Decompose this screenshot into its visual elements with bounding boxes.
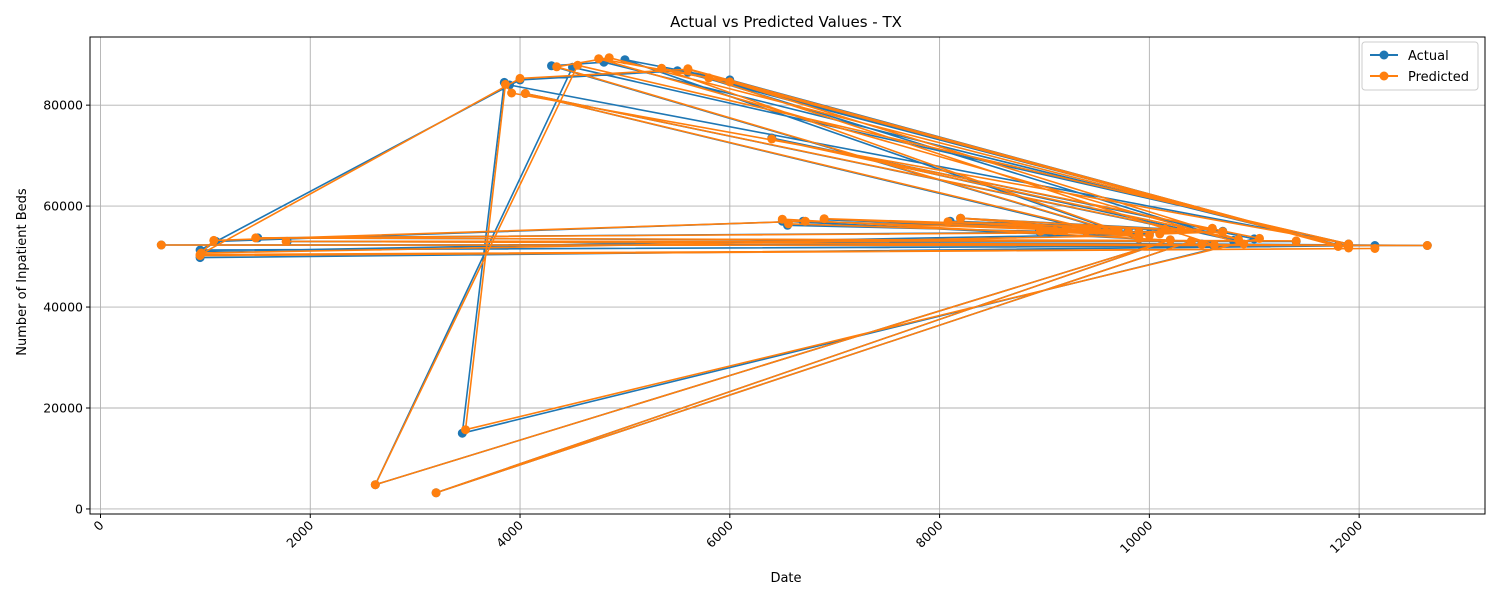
data-point-predicted — [767, 134, 777, 144]
legend-actual-label: Actual — [1408, 49, 1449, 64]
y-tick-label: 0 — [75, 501, 83, 516]
data-point-predicted — [1344, 239, 1354, 249]
data-point-predicted — [520, 89, 530, 98]
series-line-actual — [160, 58, 1429, 494]
data-point-predicted — [1291, 236, 1301, 246]
data-point-predicted — [196, 248, 206, 258]
data-point-predicted — [1035, 226, 1045, 236]
data-point-predicted — [784, 219, 793, 229]
chart-title: Actual vs Predicted Values - TX — [670, 13, 902, 31]
data-point-predicted — [1061, 225, 1070, 235]
x-tick-label: 8000 — [913, 517, 946, 550]
data-point-predicted — [281, 236, 291, 246]
series-actual — [156, 55, 1432, 498]
legend-predicted-marker — [1379, 71, 1389, 81]
grid-lines — [90, 37, 1485, 514]
legend-actual-marker — [1379, 50, 1389, 60]
series-layer — [156, 53, 1432, 498]
data-point-predicted — [1422, 241, 1432, 250]
data-point-predicted — [1255, 233, 1264, 243]
data-point-predicted — [725, 77, 735, 87]
data-point-predicted — [1370, 244, 1380, 253]
data-point-predicted — [800, 216, 810, 226]
series-line-predicted — [160, 56, 1429, 494]
data-point-predicted — [1197, 240, 1207, 249]
data-point-predicted — [1134, 227, 1144, 237]
data-point-predicted — [573, 60, 583, 70]
data-point-predicted — [251, 233, 261, 243]
data-point-predicted — [1050, 226, 1060, 236]
data-point-predicted — [500, 79, 510, 89]
x-tick-label: 4000 — [493, 517, 526, 550]
data-point-predicted — [683, 64, 693, 74]
y-axis-label: Number of Inpatient Beds — [15, 188, 30, 356]
x-tick-label: 0 — [90, 517, 106, 533]
data-point-predicted — [1209, 240, 1219, 250]
data-point-predicted — [1113, 226, 1123, 236]
data-point-predicted — [777, 214, 787, 224]
data-point-predicted — [552, 62, 562, 72]
data-point-predicted — [515, 73, 525, 83]
data-point-predicted — [461, 425, 470, 435]
legend: Actual Predicted — [1361, 41, 1479, 91]
data-point-predicted — [156, 240, 166, 250]
data-point-predicted — [1092, 225, 1102, 235]
axis-ticks: 0 2000 4000 6000 8000 10000 12000 0 20000 40000 60… — [43, 98, 1365, 557]
y-tick-label: 40000 — [43, 300, 83, 315]
x-tick-label: 6000 — [703, 517, 736, 550]
series-predicted — [156, 53, 1432, 498]
data-point-predicted — [507, 88, 517, 98]
data-point-predicted — [1239, 239, 1249, 249]
data-point-predicted — [1123, 227, 1133, 237]
data-point-predicted — [1218, 227, 1228, 237]
y-tick-label: 80000 — [43, 98, 83, 113]
y-tick-label: 60000 — [43, 199, 83, 214]
data-point-predicted — [1207, 223, 1217, 233]
data-point-predicted — [1165, 235, 1175, 245]
legend-predicted-label: Predicted — [1408, 70, 1469, 85]
data-point-predicted — [431, 488, 441, 498]
y-tick-label: 20000 — [43, 401, 83, 416]
data-point-predicted — [657, 63, 667, 73]
data-point-predicted — [604, 53, 614, 63]
data-point-predicted — [594, 54, 604, 64]
x-tick-label: 10000 — [1117, 517, 1156, 556]
data-point-predicted — [1186, 236, 1196, 246]
data-point-predicted — [704, 73, 714, 83]
data-point-predicted — [943, 217, 953, 227]
data-point-predicted — [209, 235, 219, 245]
data-point-predicted — [819, 214, 829, 224]
plot-area-frame — [89, 36, 1486, 515]
x-axis-label: Date — [770, 571, 801, 586]
data-point-predicted — [1333, 242, 1343, 251]
x-tick-label: 2000 — [283, 517, 316, 550]
data-point-predicted — [1176, 225, 1186, 235]
data-point-predicted — [1155, 229, 1165, 239]
data-point-predicted — [1144, 230, 1154, 240]
data-point-predicted — [956, 213, 966, 223]
data-point-predicted — [1081, 226, 1091, 236]
x-tick-label: 12000 — [1327, 517, 1366, 556]
data-point-predicted — [370, 480, 380, 490]
